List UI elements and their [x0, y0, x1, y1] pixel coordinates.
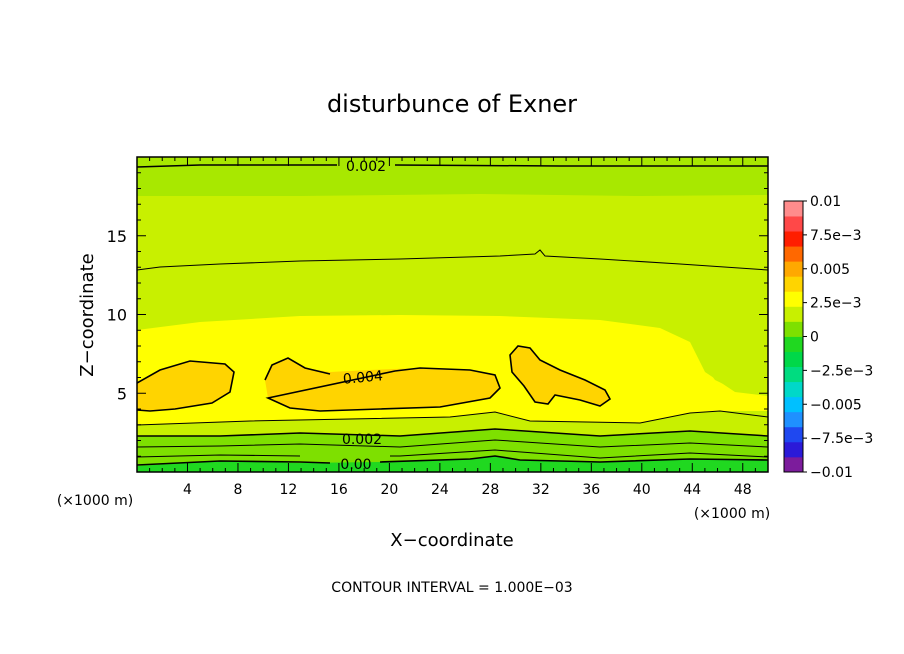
contour-label-low: 0.002	[342, 432, 382, 448]
colorbar-segment	[784, 261, 803, 277]
contour-max-right	[509, 345, 612, 407]
colorbar-segment	[784, 396, 803, 413]
colorbar-tick-label: 0.005	[810, 262, 850, 278]
x-tick-label: 4	[183, 482, 192, 498]
axis-ticks	[137, 157, 768, 472]
chart-title: disturbunce of Exner	[327, 90, 577, 118]
colorbar-segment	[784, 231, 803, 247]
colorbar-segment	[784, 456, 803, 473]
band-yellow-gap	[700, 330, 768, 392]
y-tick-label: 10	[107, 306, 127, 325]
x-tick-label: 36	[582, 482, 600, 498]
x-tick-label: 28	[481, 482, 499, 498]
y-axis-label: Z−coordinate	[77, 253, 98, 376]
colorbar-segment	[784, 246, 803, 262]
y-tick-label: 15	[107, 227, 127, 246]
band-lower-mid	[137, 411, 768, 436]
colorbar-segment	[784, 306, 803, 322]
colorbar-segment	[784, 336, 803, 352]
x-axis-label: X−coordinate	[390, 530, 513, 551]
contour-low-4	[137, 449, 768, 459]
colorbar-segment	[784, 321, 803, 337]
x-unit-left: (×1000 m)	[57, 493, 133, 509]
x-tick-label: 48	[734, 482, 752, 498]
x-tick-labels: 4 8 12 16 20 24 28 32 36 40 44 48	[183, 482, 752, 498]
footer-contour-interval: CONTOUR INTERVAL = 1.000E−03	[331, 580, 572, 596]
contour-top	[137, 164, 768, 168]
colorbar-tick-label: −0.01	[810, 465, 853, 481]
x-tick-label: 40	[633, 482, 651, 498]
colorbar-labels: 0.01 7.5e−3 0.005 2.5e−3 0 −2.5e−3 −0.005 −7.5e…	[803, 194, 873, 481]
contour-max-center	[264, 357, 501, 412]
x-tick-label: 20	[380, 482, 398, 498]
colorbar-segment	[784, 351, 803, 368]
contour-low-2	[137, 428, 768, 437]
x-tick-label: 8	[233, 482, 242, 498]
band-low	[137, 456, 768, 472]
colorbar-tick-label: −7.5e−3	[810, 431, 873, 447]
contour-lines	[137, 164, 768, 466]
colorbar-tick-label: 0	[810, 330, 819, 346]
y-tick-label: 5	[117, 384, 127, 403]
contour-label-top: 0.002	[346, 159, 386, 175]
colorbar-tick-label: −0.005	[810, 397, 862, 413]
colorbar-segment	[784, 201, 803, 217]
contour-mid	[137, 249, 768, 271]
band-max-right	[510, 346, 610, 406]
colorbar-segment	[784, 411, 803, 428]
colorbar-tick-label: 2.5e−3	[810, 296, 862, 312]
band-max-center	[265, 358, 500, 411]
contour-label-surface: 0.00	[340, 457, 371, 473]
contour-low-3	[137, 439, 768, 448]
contour-low-1	[137, 410, 768, 426]
band-top	[137, 157, 768, 196]
x-tick-label: 16	[330, 482, 348, 498]
colorbar-segment	[784, 216, 803, 232]
y-tick-labels: 5 10 15	[107, 227, 127, 404]
colorbar-segment	[784, 441, 803, 458]
x-tick-label: 32	[532, 482, 550, 498]
colorbar-segment	[784, 381, 803, 398]
plot-area	[137, 157, 768, 472]
colorbar-segment	[784, 291, 803, 307]
band-max-left	[137, 361, 234, 411]
colorbar-segment	[784, 276, 803, 292]
contour-label-max: 0.004	[342, 368, 383, 387]
x-tick-label: 44	[683, 482, 701, 498]
contour-low-5	[137, 455, 768, 466]
colorbar-tick-label: 7.5e−3	[810, 228, 862, 244]
x-unit-right: (×1000 m)	[694, 506, 770, 522]
colorbar-segment	[784, 426, 803, 443]
x-tick-label: 12	[280, 482, 298, 498]
x-tick-label: 24	[431, 482, 449, 498]
colorbar	[783, 200, 804, 473]
colorbar-tick-label: 0.01	[810, 194, 841, 210]
contour-max-left	[137, 360, 235, 412]
colorbar-tick-label: −2.5e−3	[810, 363, 873, 379]
colorbar-segment	[784, 366, 803, 383]
